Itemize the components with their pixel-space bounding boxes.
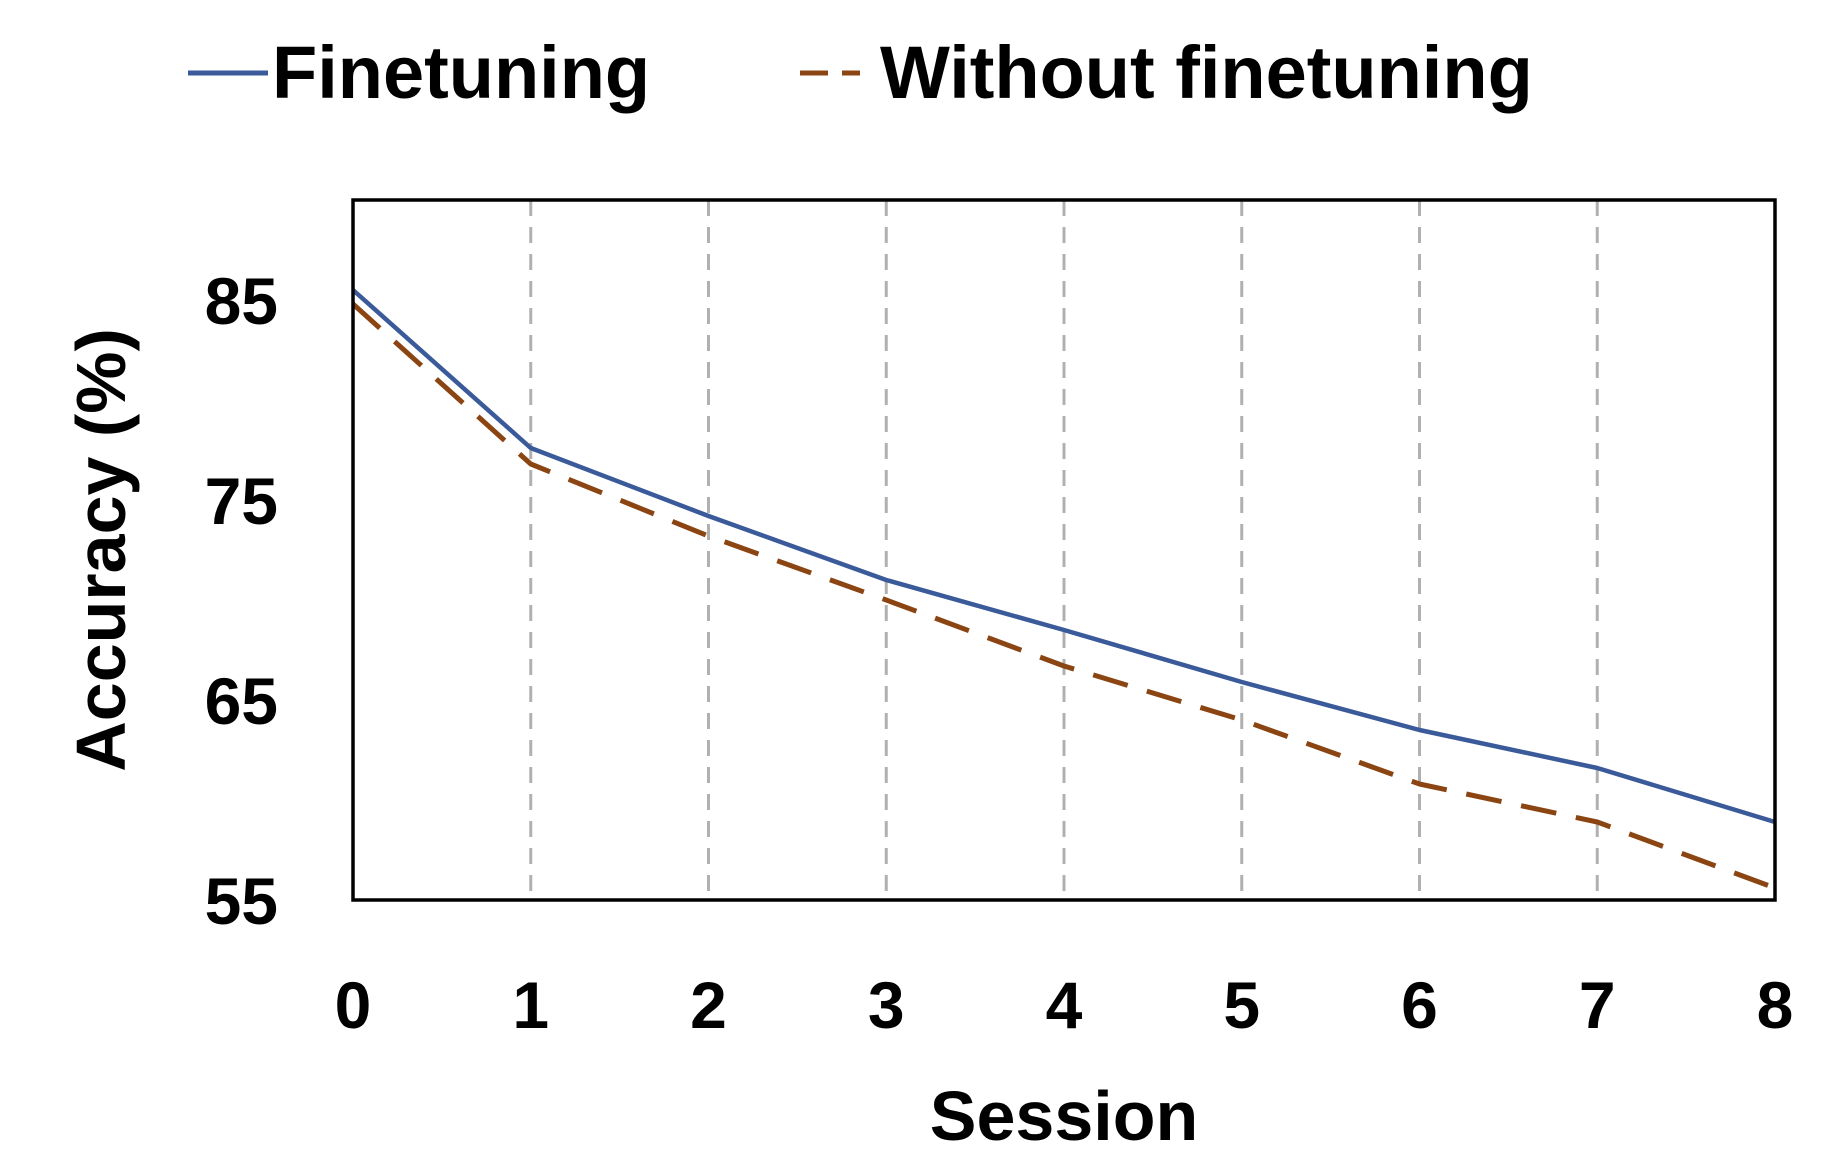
- series-line-finetuning: [351, 288, 1776, 825]
- y-tick-label-55: 55: [205, 864, 278, 938]
- x-tick-label-2: 2: [690, 968, 727, 1042]
- x-tick-label-6: 6: [1401, 968, 1438, 1042]
- x-axis-title: Session: [930, 1077, 1198, 1150]
- x-tick-label-4: 4: [1046, 968, 1083, 1042]
- x-tick-label-5: 5: [1223, 968, 1260, 1042]
- gridlines: [529, 200, 1599, 900]
- y-axis-tick-labels: 55 65 75 85: [205, 264, 278, 938]
- legend-label-without-finetuning: Without finetuning: [880, 31, 1533, 114]
- legend: Finetuning Without finetuning: [188, 31, 1533, 114]
- series-lines: [351, 288, 1776, 891]
- x-tick-label-1: 1: [512, 968, 549, 1042]
- y-tick-label-85: 85: [205, 264, 278, 338]
- x-tick-label-7: 7: [1579, 968, 1616, 1042]
- plot-area-frame: [351, 198, 1777, 902]
- y-axis-title: Accuracy (%): [62, 328, 140, 772]
- x-axis-tick-labels: 0 1 2 3 4 5 6 7 8: [335, 968, 1794, 1042]
- x-tick-label-0: 0: [335, 968, 372, 1042]
- y-tick-label-75: 75: [205, 464, 278, 538]
- series-line-without-finetuning: [351, 302, 1776, 891]
- x-tick-label-8: 8: [1757, 968, 1794, 1042]
- y-tick-label-65: 65: [205, 664, 278, 738]
- legend-label-finetuning: Finetuning: [272, 31, 650, 114]
- x-tick-label-3: 3: [868, 968, 905, 1042]
